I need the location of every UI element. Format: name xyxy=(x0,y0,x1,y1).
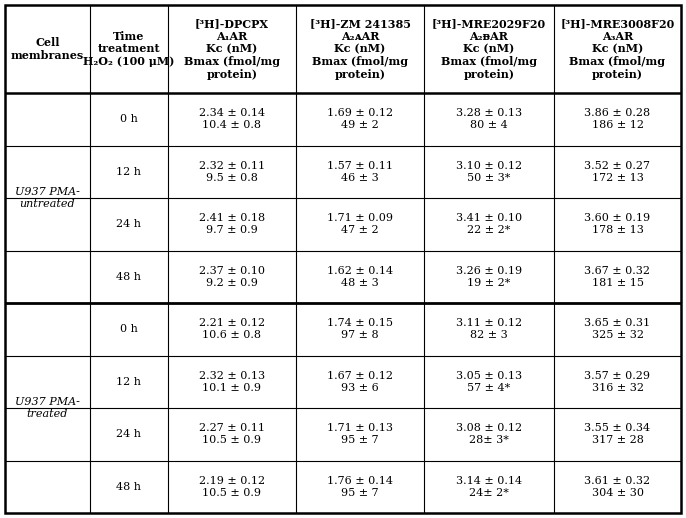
Text: 3.86 ± 0.28
186 ± 12: 3.86 ± 0.28 186 ± 12 xyxy=(584,108,650,130)
Text: 2.37 ± 0.10
9.2 ± 0.9: 2.37 ± 0.10 9.2 ± 0.9 xyxy=(199,266,265,287)
Text: A₂ᴀAR: A₂ᴀAR xyxy=(341,31,379,42)
Text: 3.65 ± 0.31
325 ± 32: 3.65 ± 0.31 325 ± 32 xyxy=(584,319,650,340)
Text: 1.67 ± 0.12
93 ± 6: 1.67 ± 0.12 93 ± 6 xyxy=(327,371,393,393)
Text: 3.41 ± 0.10
22 ± 2*: 3.41 ± 0.10 22 ± 2* xyxy=(456,213,522,235)
Text: 24 h: 24 h xyxy=(117,429,141,439)
Text: 24 h: 24 h xyxy=(117,219,141,229)
Text: Bmax (fmol/mg: Bmax (fmol/mg xyxy=(312,56,408,67)
Text: Cell: Cell xyxy=(35,37,60,48)
Text: 3.26 ± 0.19
19 ± 2*: 3.26 ± 0.19 19 ± 2* xyxy=(456,266,522,287)
Text: U937 PMA-
untreated: U937 PMA- untreated xyxy=(15,187,80,209)
Text: 3.10 ± 0.12
50 ± 3*: 3.10 ± 0.12 50 ± 3* xyxy=(456,161,522,182)
Text: 1.69 ± 0.12
49 ± 2: 1.69 ± 0.12 49 ± 2 xyxy=(327,108,393,130)
Text: A₂ᴃAR: A₂ᴃAR xyxy=(469,31,508,42)
Text: 0 h: 0 h xyxy=(120,324,138,334)
Text: 0 h: 0 h xyxy=(120,114,138,124)
Text: membranes: membranes xyxy=(11,50,84,61)
Text: 2.41 ± 0.18
9.7 ± 0.9: 2.41 ± 0.18 9.7 ± 0.9 xyxy=(199,213,265,235)
Text: protein): protein) xyxy=(206,68,257,79)
Text: Bmax (fmol/mg: Bmax (fmol/mg xyxy=(184,56,280,67)
Text: 48 h: 48 h xyxy=(117,272,141,282)
Text: 3.52 ± 0.27
172 ± 13: 3.52 ± 0.27 172 ± 13 xyxy=(584,161,650,182)
Text: 3.14 ± 0.14
24± 2*: 3.14 ± 0.14 24± 2* xyxy=(456,476,522,498)
Text: 2.32 ± 0.13
10.1 ± 0.9: 2.32 ± 0.13 10.1 ± 0.9 xyxy=(199,371,265,393)
Text: 12 h: 12 h xyxy=(117,167,141,177)
Text: [³H]-MRE2029F20: [³H]-MRE2029F20 xyxy=(432,19,546,30)
Text: 2.34 ± 0.14
10.4 ± 0.8: 2.34 ± 0.14 10.4 ± 0.8 xyxy=(199,108,265,130)
Text: protein): protein) xyxy=(464,68,514,79)
Text: Kᴄ (nM): Kᴄ (nM) xyxy=(463,44,514,54)
Text: 1.62 ± 0.14
48 ± 3: 1.62 ± 0.14 48 ± 3 xyxy=(327,266,393,287)
Text: 1.71 ± 0.09
47 ± 2: 1.71 ± 0.09 47 ± 2 xyxy=(327,213,393,235)
Text: Kᴄ (nM): Kᴄ (nM) xyxy=(334,44,386,54)
Text: 2.21 ± 0.12
10.6 ± 0.8: 2.21 ± 0.12 10.6 ± 0.8 xyxy=(199,319,265,340)
Text: 3.61 ± 0.32
304 ± 30: 3.61 ± 0.32 304 ± 30 xyxy=(584,476,650,498)
Text: 2.27 ± 0.11
10.5 ± 0.9: 2.27 ± 0.11 10.5 ± 0.9 xyxy=(199,423,265,445)
Text: [³H]-DPCPX: [³H]-DPCPX xyxy=(195,19,269,30)
Text: 3.28 ± 0.13
80 ± 4: 3.28 ± 0.13 80 ± 4 xyxy=(456,108,522,130)
Text: 1.74 ± 0.15
97 ± 8: 1.74 ± 0.15 97 ± 8 xyxy=(327,319,393,340)
Text: 1.57 ± 0.11
46 ± 3: 1.57 ± 0.11 46 ± 3 xyxy=(327,161,393,182)
Text: 3.08 ± 0.12
28± 3*: 3.08 ± 0.12 28± 3* xyxy=(456,423,522,445)
Text: 3.05 ± 0.13
57 ± 4*: 3.05 ± 0.13 57 ± 4* xyxy=(456,371,522,393)
Text: protein): protein) xyxy=(335,68,386,79)
Text: protein): protein) xyxy=(592,68,643,79)
Text: Kᴄ (nM): Kᴄ (nM) xyxy=(206,44,258,54)
Text: 2.19 ± 0.12
10.5 ± 0.9: 2.19 ± 0.12 10.5 ± 0.9 xyxy=(199,476,265,498)
Text: [³H]-ZM 241385: [³H]-ZM 241385 xyxy=(309,19,410,30)
Text: 3.55 ± 0.34
317 ± 28: 3.55 ± 0.34 317 ± 28 xyxy=(584,423,650,445)
Text: 3.67 ± 0.32
181 ± 15: 3.67 ± 0.32 181 ± 15 xyxy=(584,266,650,287)
Text: 2.32 ± 0.11
9.5 ± 0.8: 2.32 ± 0.11 9.5 ± 0.8 xyxy=(199,161,265,182)
Text: 1.76 ± 0.14
95 ± 7: 1.76 ± 0.14 95 ± 7 xyxy=(327,476,393,498)
Text: Bmax (fmol/mg: Bmax (fmol/mg xyxy=(441,56,537,67)
Text: treatment: treatment xyxy=(97,44,161,54)
Text: Time: Time xyxy=(113,31,145,42)
Text: 1.71 ± 0.13
95 ± 7: 1.71 ± 0.13 95 ± 7 xyxy=(327,423,393,445)
Text: U937 PMA-
treated: U937 PMA- treated xyxy=(15,397,80,419)
Text: H₂O₂ (100 μM): H₂O₂ (100 μM) xyxy=(83,56,175,67)
Text: Kᴄ (nM): Kᴄ (nM) xyxy=(592,44,643,54)
Text: Bmax (fmol/mg: Bmax (fmol/mg xyxy=(569,56,665,67)
Text: A₁AR: A₁AR xyxy=(216,31,248,42)
Text: 3.57 ± 0.29
316 ± 32: 3.57 ± 0.29 316 ± 32 xyxy=(584,371,650,393)
Text: 3.11 ± 0.12
82 ± 3: 3.11 ± 0.12 82 ± 3 xyxy=(456,319,522,340)
Text: 3.60 ± 0.19
178 ± 13: 3.60 ± 0.19 178 ± 13 xyxy=(584,213,650,235)
Text: 12 h: 12 h xyxy=(117,377,141,387)
Text: A₃AR: A₃AR xyxy=(602,31,633,42)
Text: 48 h: 48 h xyxy=(117,482,141,492)
Text: [³H]-MRE3008F20: [³H]-MRE3008F20 xyxy=(560,19,674,30)
